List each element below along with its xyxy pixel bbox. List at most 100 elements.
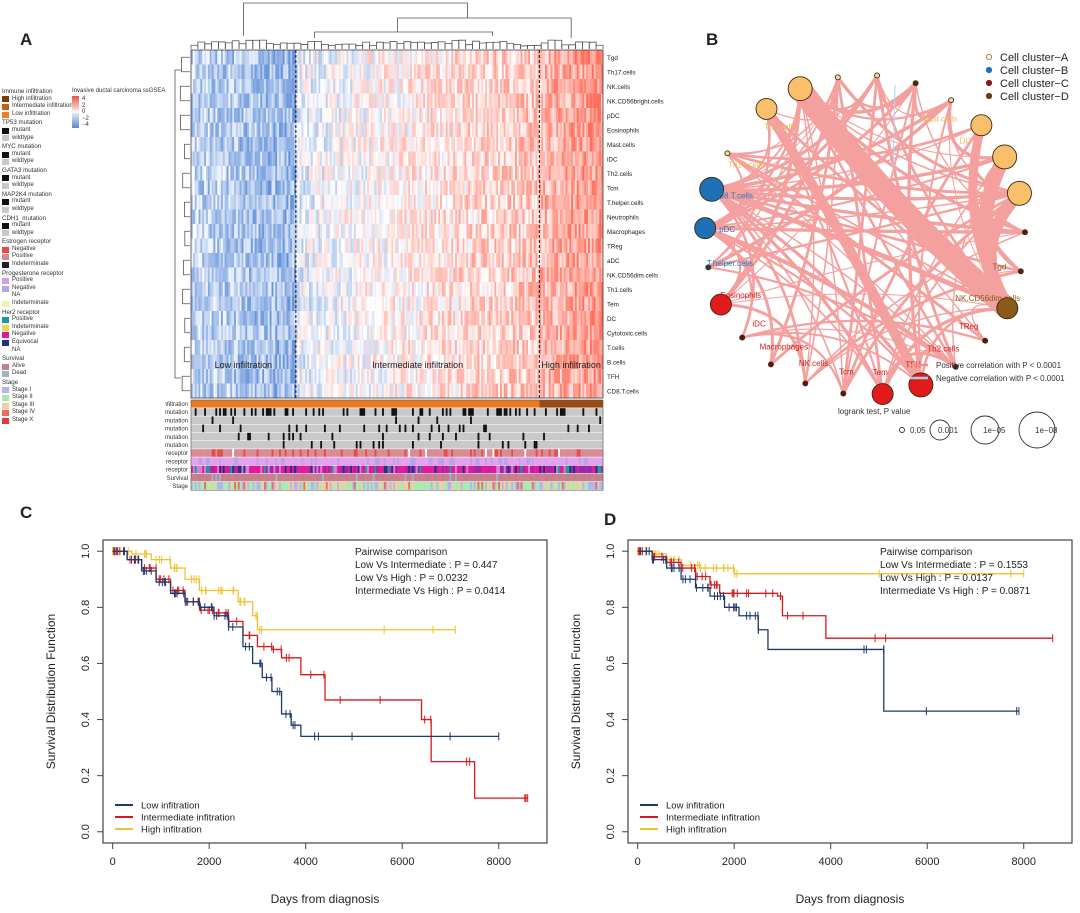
heatmap-cell	[205, 340, 209, 355]
heatmap-cell	[395, 325, 398, 341]
legend-item: Positive	[2, 316, 172, 324]
heatmap-cell	[385, 79, 388, 94]
heatmap-cell	[331, 253, 334, 268]
heatmap-cell	[316, 325, 319, 341]
heatmap-cell	[389, 64, 392, 80]
heatmap-cell	[455, 122, 458, 138]
heatmap-cell	[462, 325, 465, 341]
heatmap-cell	[256, 108, 259, 123]
heatmap-cell	[273, 50, 276, 65]
heatmap-cell	[365, 122, 368, 138]
heatmap-cell	[494, 282, 497, 297]
heatmap-cell	[352, 311, 355, 326]
heatmap-cell	[207, 238, 211, 254]
heatmap-cell	[224, 296, 227, 312]
heatmap-cell	[559, 93, 563, 109]
heatmap-cell	[445, 354, 448, 370]
heatmap-cell	[556, 383, 559, 399]
heatmap-cell	[428, 64, 432, 80]
heatmap-cell	[387, 282, 390, 297]
heatmap-cell	[453, 340, 456, 355]
heatmap-cell	[477, 383, 480, 399]
heatmap-cell	[286, 253, 289, 268]
heatmap-cell	[395, 224, 398, 239]
heatmap-cell	[312, 369, 315, 384]
heatmap-cell	[269, 340, 272, 355]
heatmap-cell	[522, 180, 525, 196]
heatmap-cell	[563, 209, 566, 225]
heatmap-cell	[318, 137, 321, 152]
heatmap-cell	[249, 325, 252, 341]
heatmap-cell	[305, 253, 308, 268]
heatmap-cell	[294, 50, 297, 65]
heatmap-cell	[518, 267, 521, 283]
heatmap-cell	[213, 209, 216, 225]
heatmap-cell	[483, 209, 486, 225]
heatmap-cell	[438, 383, 441, 399]
heatmap-cell	[346, 383, 349, 399]
heatmap-cell	[440, 108, 443, 123]
heatmap-cell	[310, 340, 314, 355]
heatmap-cell	[239, 267, 242, 283]
heatmap-cell	[234, 50, 237, 65]
heatmap-cell	[438, 311, 441, 326]
heatmap-cell	[518, 325, 521, 341]
heatmap-cell	[207, 108, 211, 123]
heatmap-cell	[456, 93, 460, 109]
heatmap-cell	[393, 238, 396, 254]
heatmap-cell	[485, 209, 488, 225]
heatmap-cell	[494, 340, 497, 355]
heatmap-cell	[537, 79, 540, 94]
heatmap-cell	[301, 122, 304, 138]
heatmap-cell	[466, 340, 469, 355]
heatmap-cell	[307, 354, 310, 370]
heatmap-cell	[318, 195, 321, 210]
heatmap-cell	[284, 151, 287, 167]
heatmap-cell	[458, 253, 461, 268]
heatmap-cell	[460, 166, 463, 181]
heatmap-cell	[357, 296, 360, 312]
heatmap-cell	[456, 166, 460, 181]
heatmap-cell	[220, 253, 224, 268]
legend-swatch	[2, 339, 9, 346]
heatmap-cell	[406, 354, 409, 370]
legend-swatch	[2, 371, 9, 378]
heatmap-cell	[548, 64, 551, 80]
heatmap-cell	[310, 166, 314, 181]
heatmap-cell	[466, 195, 469, 210]
heatmap-cell	[505, 369, 508, 384]
heatmap-cell	[406, 325, 409, 341]
heatmap-cell	[267, 122, 270, 138]
heatmap-cell	[483, 340, 486, 355]
heatmap-cell	[539, 354, 542, 370]
heatmap-cell	[500, 325, 503, 341]
heatmap-cell	[303, 180, 306, 196]
heatmap-cell	[488, 311, 491, 326]
heatmap-cell	[299, 122, 302, 138]
heatmap-cell	[464, 79, 467, 94]
heatmap-cell	[367, 195, 370, 210]
legend-item-label: Intermediate infiltration	[12, 103, 73, 110]
heatmap-cell	[258, 383, 261, 399]
heatmap-cell	[546, 311, 549, 326]
heatmap-cell	[335, 93, 338, 109]
heatmap-cell	[316, 369, 319, 384]
heatmap-cell	[470, 282, 473, 297]
heatmap-cell	[529, 180, 533, 196]
heatmap-cell	[258, 50, 261, 65]
heatmap-cell	[479, 64, 482, 80]
heatmap-cell	[340, 50, 343, 65]
heatmap-cell	[215, 325, 218, 341]
heatmap-cell	[490, 253, 493, 268]
heatmap-cell	[301, 108, 304, 123]
heatmap-cell	[353, 209, 357, 225]
heatmap-cell	[434, 224, 437, 239]
heatmap-cell	[273, 267, 276, 283]
heatmap-cell	[196, 369, 199, 384]
heatmap-cell	[383, 93, 387, 109]
heatmap-cell	[267, 180, 270, 196]
heatmap-cell	[413, 122, 417, 138]
heatmap-cell	[466, 296, 469, 312]
heatmap-cell	[288, 267, 291, 283]
heatmap-cell	[267, 64, 270, 80]
